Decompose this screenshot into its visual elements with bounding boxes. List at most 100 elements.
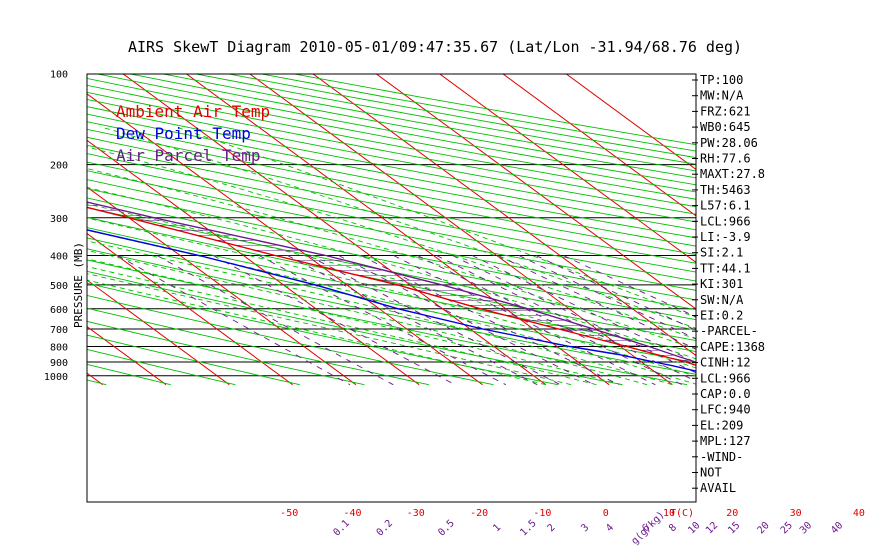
plot-frame	[86, 73, 697, 503]
mixing-ratio-line	[287, 255, 538, 386]
index-label: MW:N/A	[700, 89, 744, 103]
isotherm-line	[185, 74, 610, 386]
pressure-label: 800	[50, 343, 68, 354]
moist-adiabat-line	[87, 229, 696, 385]
isotherm-line	[87, 139, 420, 386]
index-label: -WIND-	[700, 450, 743, 464]
mixing-ratio-label: 1.5	[518, 518, 539, 539]
dry-adiabat-line	[87, 207, 696, 331]
isotherm-line	[87, 325, 167, 386]
dry-adiabat-line	[87, 320, 365, 386]
pressure-label: 200	[50, 161, 68, 172]
pressure-label: 400	[50, 252, 68, 263]
dry-adiabat-line	[87, 179, 696, 301]
bottom-tick-label: -30	[407, 508, 425, 519]
y-axis-label: PRESSURE (MB)	[72, 242, 85, 328]
moist-adiabat-line	[87, 186, 696, 360]
mixing-ratio-label: 15	[726, 520, 742, 536]
pressure-label: 300	[50, 214, 68, 225]
index-label: FRZ:621	[700, 104, 751, 118]
legend-entry: Dew Point Temp	[116, 124, 251, 143]
bottom-tick-label: 0	[603, 508, 609, 519]
mixing-ratio-line	[417, 255, 683, 386]
mixing-ratio-label: 20	[755, 520, 771, 536]
profile-lines	[87, 201, 696, 372]
isotherm-line	[438, 74, 696, 264]
dry-adiabat-line	[87, 91, 696, 208]
pressure-label: 700	[50, 325, 68, 336]
plot-area	[0, 67, 696, 386]
isotherm-line	[0, 67, 39, 385]
mixing-ratio-label: 25	[779, 520, 795, 536]
mixing-ratio-line	[498, 255, 696, 350]
cape-area	[87, 202, 696, 366]
dry-adiabat-line	[87, 248, 696, 375]
legend-entry: Air Parcel Temp	[116, 146, 261, 165]
index-label: RH:77.6	[700, 152, 751, 166]
mixing-ratio-label: 12	[704, 520, 720, 536]
moist-adiabat-line	[87, 146, 696, 340]
dry-adiabat-line	[87, 98, 696, 215]
dry-adiabat-line	[87, 113, 696, 231]
dry-adiabat-line	[87, 170, 696, 291]
index-label: L57:6.1	[700, 199, 751, 213]
index-label: NOT	[700, 466, 722, 480]
dry-adiabat-line	[87, 188, 696, 311]
mixing-ratio-label: 1	[491, 522, 503, 534]
index-label: TT:44.1	[700, 261, 751, 275]
isotherm-line	[87, 279, 230, 386]
bottom-unit-label: T(C)	[670, 508, 694, 519]
cape-shading	[87, 202, 696, 366]
index-label: WB0:645	[700, 120, 751, 134]
dry-adiabat-line	[259, 74, 696, 152]
dry-adiabat-line	[87, 136, 696, 256]
mixing-ratio-label: 0.2	[375, 518, 396, 539]
bottom-tick-label: -10	[533, 508, 551, 519]
dry-adiabat-line	[87, 334, 300, 386]
dry-adiabats	[87, 74, 696, 386]
pressure-label: 500	[50, 281, 68, 292]
mixing-ratio-label: 2	[546, 522, 558, 534]
pressure-label: 1000	[44, 372, 68, 383]
index-label: LI:-3.9	[700, 230, 751, 244]
index-label: CAP:0.0	[700, 387, 751, 401]
index-label: KI:301	[700, 277, 743, 291]
isotherm-line	[312, 74, 696, 357]
legend-entry: Ambient Air Temp	[116, 102, 270, 121]
index-label: PW:28.06	[700, 136, 758, 150]
index-label: EL:209	[700, 418, 743, 432]
bottom-tick-label: -20	[470, 508, 488, 519]
isotherm-line	[87, 232, 293, 386]
mixing-ratio-line	[535, 255, 696, 331]
dry-adiabat-line	[87, 294, 494, 386]
dry-adiabat-line	[87, 227, 696, 352]
mixing-ratio-label: 0.1	[331, 518, 352, 539]
mixing-ratio-label: g(g/kg)	[629, 509, 667, 547]
mixing-ratio-label: 8	[667, 522, 679, 534]
mixing-ratio-line	[212, 255, 456, 386]
isotherm-line	[87, 186, 357, 386]
moist-adiabat-line	[87, 240, 673, 386]
mixing-ratio-label: 3	[579, 522, 591, 534]
moist-adiabat-line	[87, 258, 622, 386]
mixing-ratio-line	[563, 255, 696, 318]
mixing-ratio-line	[338, 255, 595, 386]
index-label: CINH:12	[700, 356, 751, 370]
moist-adiabat-line	[87, 266, 597, 386]
dry-adiabat-line	[87, 106, 696, 223]
pressure-label: 100	[50, 70, 68, 81]
pressure-label: 600	[50, 305, 68, 316]
mixing-ratio-line	[471, 255, 696, 363]
pressure-axis-labels: 100 200 300 400 500 600 700 800 900 1000	[44, 70, 68, 383]
dry-adiabat-line	[87, 128, 696, 247]
index-label: MPL:127	[700, 434, 751, 448]
mixing-ratio-line	[518, 255, 696, 340]
dry-adiabat-line	[87, 161, 696, 282]
dry-adiabat-line	[87, 237, 696, 364]
dry-adiabat-line	[292, 74, 696, 146]
moist-adiabat-line	[87, 168, 696, 350]
mixing-ratio-label: 4	[604, 522, 616, 534]
dry-adiabat-line	[87, 282, 559, 386]
